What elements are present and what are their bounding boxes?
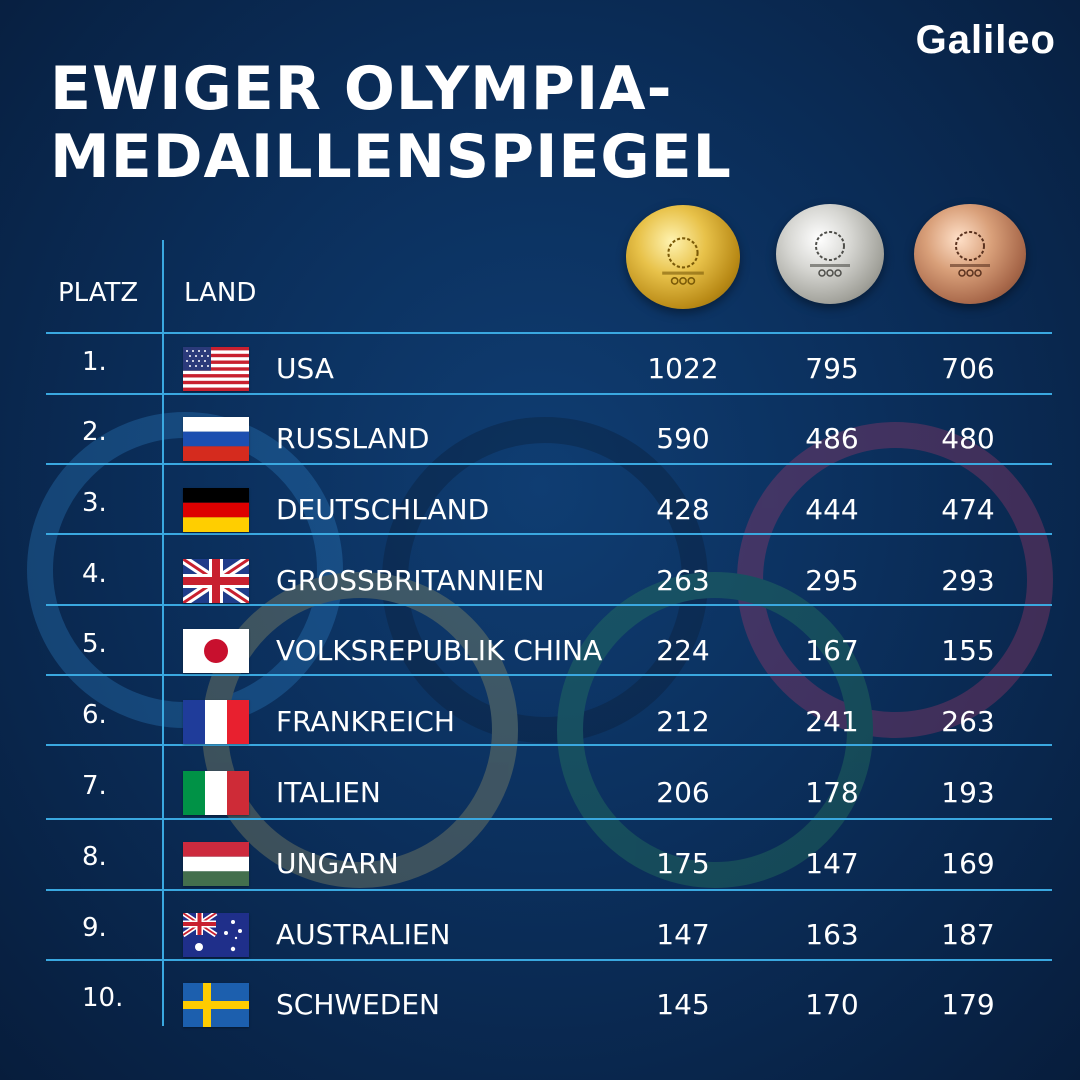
- galileo-logo: Galileo: [915, 18, 1056, 62]
- bronze-count: 169: [941, 847, 995, 880]
- country-name: RUSSLAND: [276, 422, 430, 455]
- bronze-count: 187: [941, 918, 995, 951]
- uk-flag-icon: [183, 559, 249, 603]
- row-divider: [46, 463, 1052, 465]
- silver-count: 444: [805, 493, 859, 526]
- column-divider: [162, 240, 164, 1026]
- gold-count: 147: [656, 918, 710, 951]
- row-divider: [46, 959, 1052, 961]
- bronze-count: 155: [941, 634, 995, 667]
- title-line-1: EWIGER OLYMPIA-: [50, 54, 673, 124]
- table-row: 6. FRANKREICH 212 241 263: [0, 690, 1080, 760]
- silver-count: 486: [805, 422, 859, 455]
- rank: 7.: [82, 771, 107, 801]
- gold-count: 212: [656, 705, 710, 738]
- column-header-country: LAND: [184, 278, 257, 308]
- gold-count: 590: [656, 422, 710, 455]
- table-row: 4. GROSSBRITANNIEN 263 295 293: [0, 549, 1080, 619]
- silver-medal-icon: [776, 204, 884, 304]
- silver-count: 147: [805, 847, 859, 880]
- row-divider: [46, 818, 1052, 820]
- ring-red: [737, 422, 1053, 738]
- table-row: 2. RUSSLAND 590 486 480: [0, 407, 1080, 477]
- country-name: DEUTSCHLAND: [276, 493, 490, 526]
- germany-flag-icon: [183, 488, 249, 532]
- table-row: 5. VOLKSREPUBLIK CHINA 224 167 155: [0, 619, 1080, 689]
- column-header-rank: PLATZ: [58, 278, 139, 308]
- row-divider: [46, 889, 1052, 891]
- bronze-count: 293: [941, 564, 995, 597]
- gold-count: 263: [656, 564, 710, 597]
- sweden-flag-icon: [183, 983, 249, 1027]
- country-name: SCHWEDEN: [276, 988, 440, 1021]
- row-divider: [46, 393, 1052, 395]
- row-divider: [46, 533, 1052, 535]
- russia-flag-icon: [183, 417, 249, 461]
- gold-count: 145: [656, 988, 710, 1021]
- rank: 1.: [82, 347, 107, 377]
- ring-green: [557, 572, 873, 888]
- rank: 4.: [82, 559, 107, 589]
- silver-count: 167: [805, 634, 859, 667]
- gold-count: 175: [656, 847, 710, 880]
- silver-count: 178: [805, 776, 859, 809]
- gold-count: 428: [656, 493, 710, 526]
- rank: 10.: [82, 983, 124, 1013]
- country-name: ITALIEN: [276, 776, 381, 809]
- table-row: 1. USA 1022 795 706: [0, 337, 1080, 407]
- silver-count: 241: [805, 705, 859, 738]
- italy-flag-icon: [183, 771, 249, 815]
- country-name: AUSTRALIEN: [276, 918, 451, 951]
- ring-black: [382, 417, 708, 743]
- table-row: 8. UNGARN 175 147 169: [0, 832, 1080, 902]
- bronze-count: 480: [941, 422, 995, 455]
- row-divider: [46, 674, 1052, 676]
- hungary-flag-icon: [183, 842, 249, 886]
- country-name: GROSSBRITANNIEN: [276, 564, 545, 597]
- bronze-count: 179: [941, 988, 995, 1021]
- country-name: VOLKSREPUBLIK CHINA: [276, 634, 603, 667]
- silver-count: 295: [805, 564, 859, 597]
- row-divider: [46, 332, 1052, 334]
- japan-flag-icon: [183, 629, 249, 673]
- table-row: 7. ITALIEN 206 178 193: [0, 761, 1080, 831]
- table-row: 3. DEUTSCHLAND 428 444 474: [0, 478, 1080, 548]
- rank: 8.: [82, 842, 107, 872]
- row-divider: [46, 744, 1052, 746]
- gold-count: 1022: [647, 352, 719, 385]
- page-title: EWIGER OLYMPIA- MEDAILLENSPIEGEL: [50, 55, 732, 191]
- usa-flag-icon: [183, 347, 249, 391]
- gold-medal-icon: [626, 205, 740, 309]
- title-line-2: MEDAILLENSPIEGEL: [50, 122, 732, 192]
- silver-count: 170: [805, 988, 859, 1021]
- rank: 2.: [82, 417, 107, 447]
- rank: 9.: [82, 913, 107, 943]
- bronze-count: 474: [941, 493, 995, 526]
- france-flag-icon: [183, 700, 249, 744]
- bronze-count: 706: [941, 352, 995, 385]
- silver-count: 163: [805, 918, 859, 951]
- row-divider: [46, 604, 1052, 606]
- australia-flag-icon: [183, 913, 249, 957]
- country-name: UNGARN: [276, 847, 399, 880]
- gold-count: 224: [656, 634, 710, 667]
- table-row: 9. AUSTRALIEN 147 163 187: [0, 903, 1080, 973]
- bronze-count: 263: [941, 705, 995, 738]
- bronze-medal-icon: [914, 204, 1026, 304]
- gold-count: 206: [656, 776, 710, 809]
- rank: 6.: [82, 700, 107, 730]
- country-name: FRANKREICH: [276, 705, 455, 738]
- rank: 5.: [82, 629, 107, 659]
- country-name: USA: [276, 352, 334, 385]
- silver-count: 795: [805, 352, 859, 385]
- bronze-count: 193: [941, 776, 995, 809]
- rank: 3.: [82, 488, 107, 518]
- table-row: 10. SCHWEDEN 145 170 179: [0, 973, 1080, 1043]
